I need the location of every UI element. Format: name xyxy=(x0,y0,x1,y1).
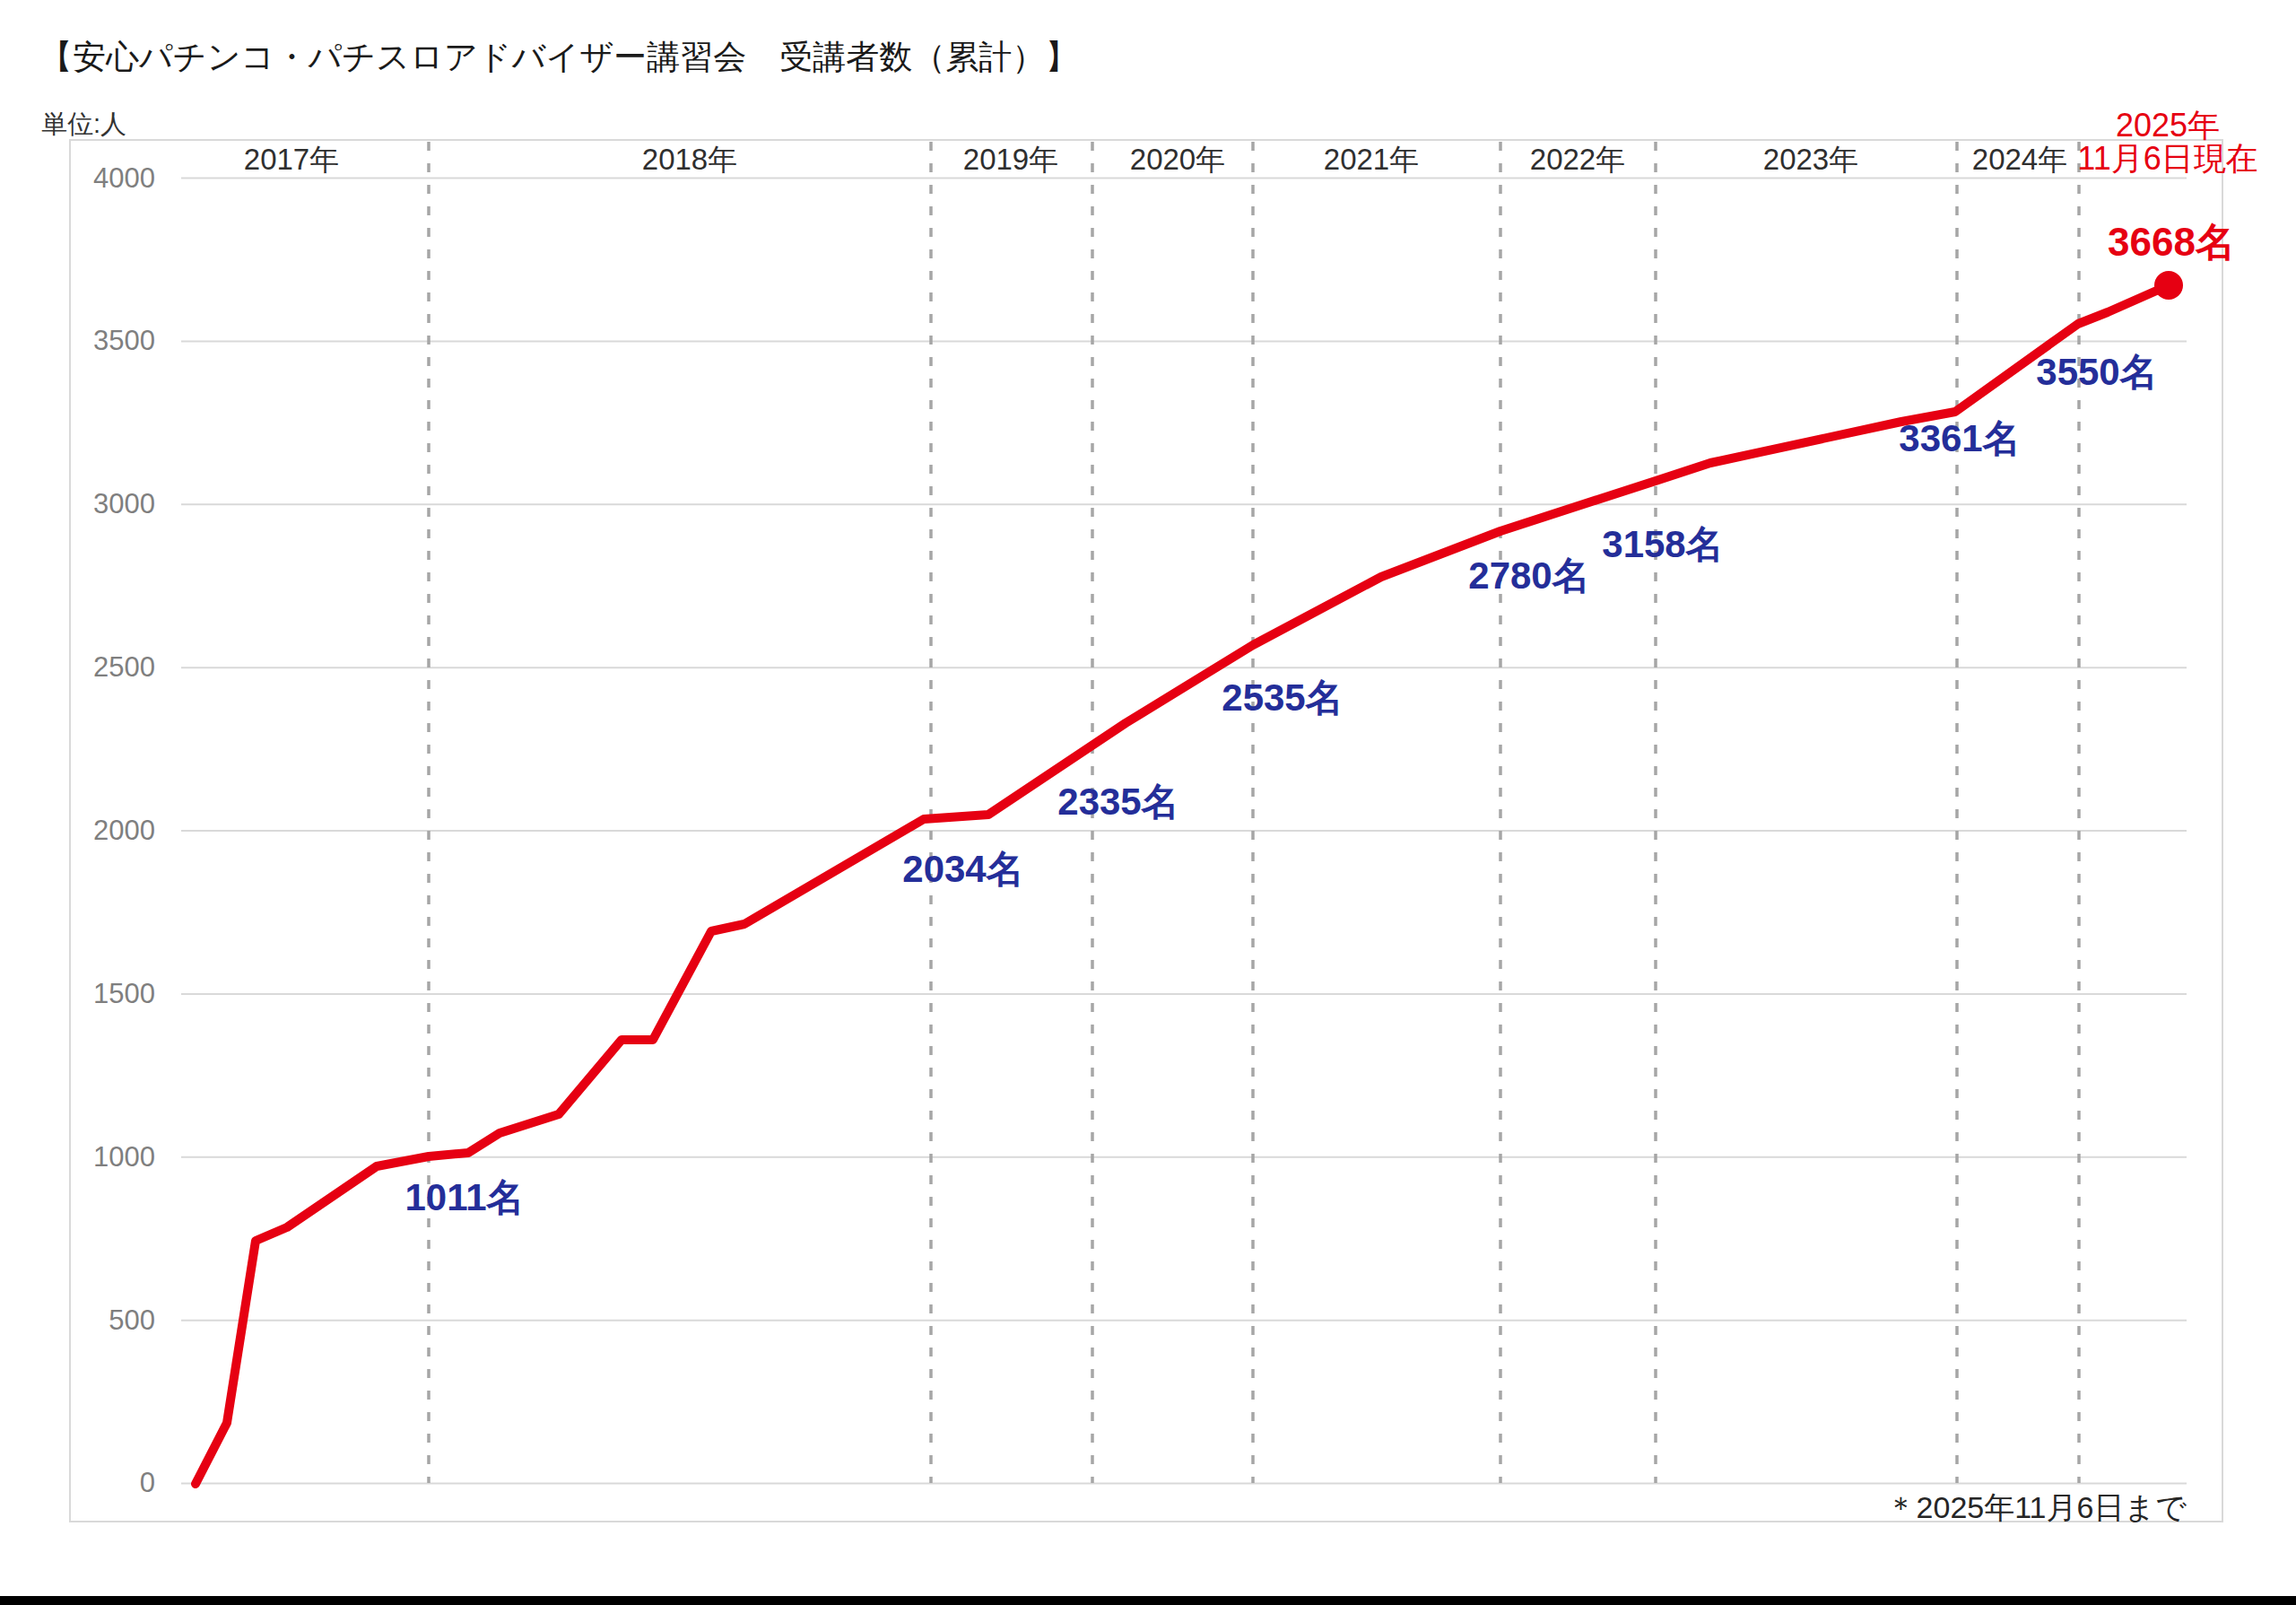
y-tick-2000: 2000 xyxy=(93,815,155,847)
data-label-current: 3668名 xyxy=(2108,216,2235,269)
year-label-2024: 2024年 xyxy=(1972,140,2067,180)
year-label-2022: 2022年 xyxy=(1530,140,1625,180)
chart-canvas: 【安心パチンコ・パチスロアドバイザー講習会 受講者数（累計）】 単位:人 400… xyxy=(0,0,2296,1605)
year-label-2023: 2023年 xyxy=(1763,140,1858,180)
year-label-2017: 2017年 xyxy=(244,140,339,180)
current-period-year: 2025年 xyxy=(2077,109,2257,142)
data-label-2021: 2780名 xyxy=(1468,551,1589,601)
current-period-date: 11月6日現在 xyxy=(2077,142,2257,175)
data-label-2022: 3158名 xyxy=(1602,519,1723,570)
y-tick-1500: 1500 xyxy=(93,978,155,1010)
y-tick-3500: 3500 xyxy=(93,325,155,357)
data-label-2024: 3550名 xyxy=(2036,347,2157,397)
y-tick-2500: 2500 xyxy=(93,651,155,684)
data-label-2017: 1011名 xyxy=(404,1173,524,1223)
data-label-2018: 2034名 xyxy=(902,844,1023,894)
year-label-2021: 2021年 xyxy=(1324,140,1419,180)
data-label-2020: 2535名 xyxy=(1222,673,1343,723)
footnote: ＊2025年11月6日まで xyxy=(1886,1487,2187,1529)
y-tick-500: 500 xyxy=(109,1304,155,1337)
y-tick-3000: 3000 xyxy=(93,488,155,520)
bottom-bar xyxy=(0,1596,2296,1605)
current-period-label: 2025年 11月6日現在 xyxy=(2077,109,2257,176)
data-label-2023: 3361名 xyxy=(1899,414,2020,464)
year-label-2018: 2018年 xyxy=(642,140,737,180)
year-label-2019: 2019年 xyxy=(963,140,1058,180)
year-label-2020: 2020年 xyxy=(1130,140,1225,180)
data-label-2019: 2335名 xyxy=(1057,777,1178,827)
y-tick-0: 0 xyxy=(140,1467,155,1499)
y-tick-4000: 4000 xyxy=(93,162,155,195)
y-tick-1000: 1000 xyxy=(93,1141,155,1173)
